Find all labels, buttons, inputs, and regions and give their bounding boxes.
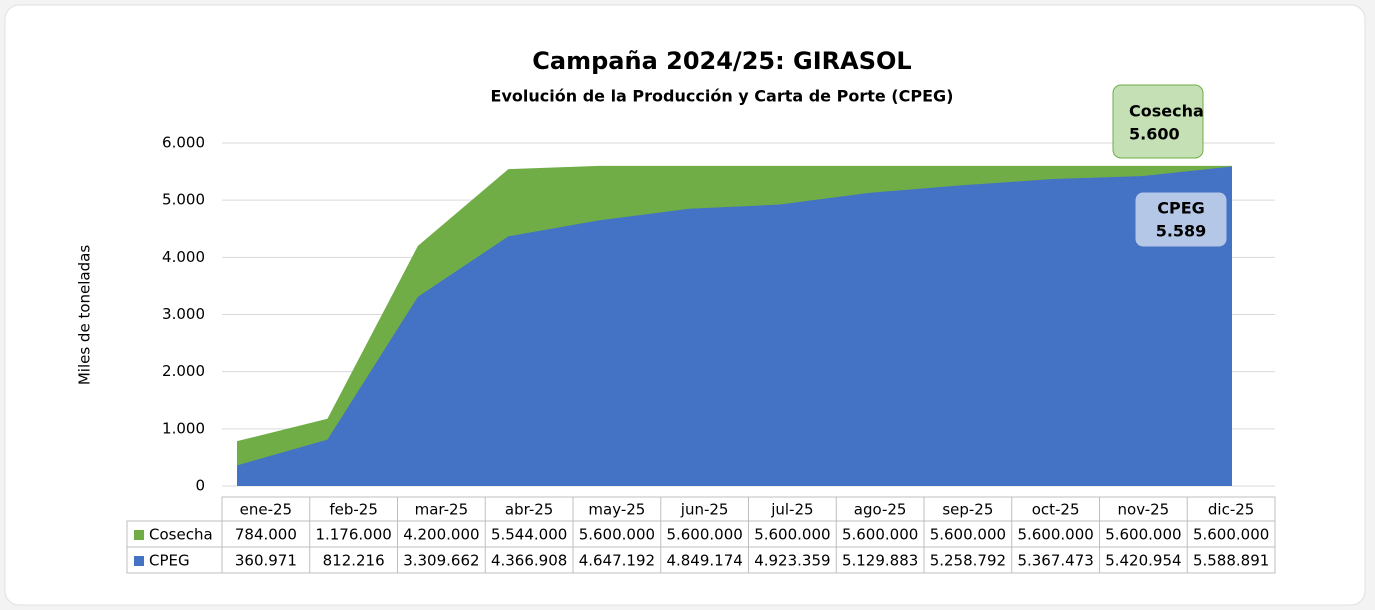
table-cell: 5.588.891 bbox=[1193, 552, 1269, 570]
table-cell: 5.600.000 bbox=[842, 526, 918, 544]
legend-swatch bbox=[134, 556, 144, 566]
chart-title: Campaña 2024/25: GIRASOL bbox=[532, 47, 911, 75]
annotation-text: 5.600 bbox=[1129, 125, 1180, 144]
area bbox=[237, 166, 1232, 487]
table-cell: 784.000 bbox=[235, 526, 297, 544]
table-cell: 5.600.000 bbox=[754, 526, 830, 544]
table-cell: 4.923.359 bbox=[754, 552, 830, 570]
y-tick-label: 4.000 bbox=[162, 248, 205, 266]
table-cell: 4.366.908 bbox=[491, 552, 567, 570]
x-tick-label: jun-25 bbox=[680, 501, 729, 519]
x-tick-label: sep-25 bbox=[942, 501, 993, 519]
table-cell: 5.600.000 bbox=[930, 526, 1006, 544]
x-tick-label: nov-25 bbox=[1118, 501, 1170, 519]
annotation-box bbox=[1134, 191, 1228, 248]
table-cell: 5.420.954 bbox=[1105, 552, 1181, 570]
table-cell: 5.600.000 bbox=[1105, 526, 1181, 544]
x-tick-label: ene-25 bbox=[240, 501, 292, 519]
y-tick-label: 3.000 bbox=[162, 305, 205, 323]
x-tick-label: dic-25 bbox=[1208, 501, 1254, 519]
legend-label: CPEG bbox=[149, 552, 190, 570]
x-tick-label: mar-25 bbox=[415, 501, 469, 519]
table-cell: 5.600.000 bbox=[579, 526, 655, 544]
table-cell: 4.200.000 bbox=[403, 526, 479, 544]
table-cell: 5.129.883 bbox=[842, 552, 918, 570]
x-tick-label: jul-25 bbox=[770, 501, 813, 519]
table-cell: 3.309.662 bbox=[403, 552, 479, 570]
table-cell: 5.600.000 bbox=[1193, 526, 1269, 544]
legend-swatch bbox=[134, 530, 144, 540]
annotation-title: CPEG bbox=[1157, 199, 1205, 218]
table-cell: 5.544.000 bbox=[491, 526, 567, 544]
y-axis-label: Miles de toneladas bbox=[76, 245, 94, 385]
annotation-title: Cosecha bbox=[1129, 102, 1204, 121]
legend-label: Cosecha bbox=[149, 526, 213, 544]
table-cell: 360.971 bbox=[235, 552, 297, 570]
table-cell: 4.849.174 bbox=[666, 552, 742, 570]
table-cell: 5.258.792 bbox=[930, 552, 1006, 570]
x-tick-label: abr-25 bbox=[505, 501, 553, 519]
y-tick-label: 6.000 bbox=[162, 134, 205, 152]
table-cell: 4.647.192 bbox=[579, 552, 655, 570]
x-tick-label: may-25 bbox=[588, 501, 645, 519]
y-tick-label: 2.000 bbox=[162, 362, 205, 380]
x-tick-label: oct-25 bbox=[1032, 501, 1080, 519]
y-tick-label: 5.000 bbox=[162, 191, 205, 209]
y-tick-label: 0 bbox=[195, 477, 205, 495]
chart-subtitle: Evolución de la Producción y Carta de Po… bbox=[491, 87, 954, 106]
y-tick-label: 1.000 bbox=[162, 419, 205, 437]
x-tick-label: ago-25 bbox=[854, 501, 907, 519]
annotation-text: 5.589 bbox=[1156, 222, 1207, 241]
table-cell: 812.216 bbox=[323, 552, 385, 570]
table-cell: 5.367.473 bbox=[1017, 552, 1093, 570]
x-tick-label: feb-25 bbox=[329, 501, 378, 519]
table-cell: 5.600.000 bbox=[1017, 526, 1093, 544]
table-cell: 1.176.000 bbox=[315, 526, 391, 544]
annotation-box bbox=[1112, 84, 1204, 159]
table-cell: 5.600.000 bbox=[666, 526, 742, 544]
